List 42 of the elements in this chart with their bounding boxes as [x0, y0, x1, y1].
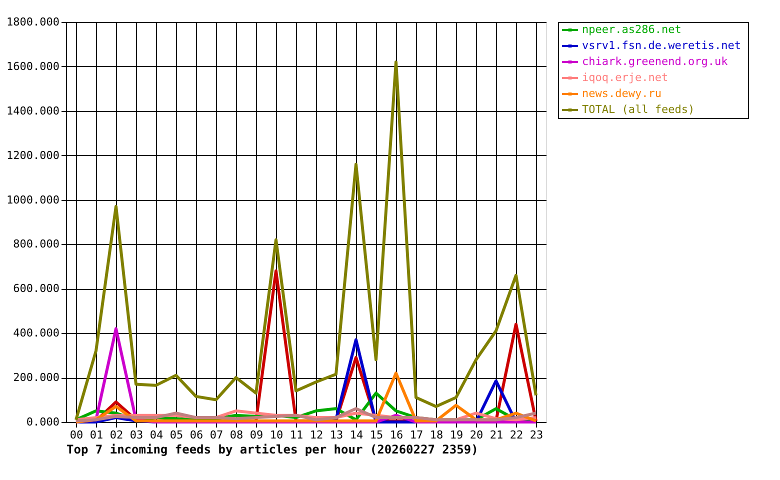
x-tick-label: 08 — [230, 428, 244, 442]
y-tick-label: 200.000 — [13, 371, 60, 384]
x-tick-label: 03 — [130, 428, 144, 442]
x-tick-label: 23 — [530, 428, 544, 442]
y-tick-label: 400.000 — [13, 326, 60, 340]
x-tick-label: 00 — [70, 428, 84, 442]
x-tick-label: 17 — [410, 428, 424, 442]
y-tick-label: 1400.000 — [6, 104, 60, 118]
x-tick-label: 06 — [190, 428, 204, 442]
x-tick-label: 19 — [450, 428, 464, 442]
legend-label: news.dewy.ru — [582, 87, 662, 100]
legend-label: chiark.greenend.org.uk — [582, 55, 728, 68]
y-tick-label: 1000.000 — [6, 193, 60, 206]
y-tick-label: 1600.000 — [6, 60, 60, 73]
x-tick-label: 13 — [330, 428, 344, 442]
x-tick-label: 14 — [350, 428, 364, 442]
x-tick-label: 01 — [90, 428, 104, 442]
legend-label: npeer.as286.net — [582, 23, 682, 36]
y-tick-label: 1800.000 — [6, 16, 60, 28]
x-tick-label: 22 — [510, 428, 524, 442]
y-tick-label: 1200.000 — [6, 148, 60, 162]
y-tick-label: 0.000 — [26, 416, 60, 428]
x-tick-label: 10 — [270, 428, 284, 442]
x-tick-label: 07 — [210, 428, 224, 442]
x-tick-label: 21 — [490, 428, 504, 442]
x-tick-label: 16 — [390, 428, 404, 442]
y-tick-label: 800.000 — [13, 238, 60, 251]
x-tick-label: 04 — [150, 428, 164, 442]
x-tick-label: 11 — [290, 428, 304, 442]
x-tick-label: 15 — [370, 428, 384, 442]
x-tick-label: 20 — [470, 428, 484, 442]
y-tick-label: 600.000 — [13, 282, 60, 296]
x-tick-label: 05 — [170, 428, 184, 442]
x-tick-label: 12 — [310, 428, 324, 442]
x-tick-label: 18 — [430, 428, 444, 442]
legend-label: vsrv1.fsn.de.weretis.net — [582, 39, 741, 52]
legend-label: iqoq.erje.net — [582, 71, 668, 84]
line-series — [74, 60, 538, 422]
legend-label: TOTAL (all feeds) — [582, 103, 695, 116]
x-axis-title: Top 7 incoming feeds by articles per hour (20260227 2359) — [66, 442, 478, 456]
x-tick-label: 09 — [250, 428, 264, 442]
x-tick-label: 02 — [110, 428, 124, 442]
